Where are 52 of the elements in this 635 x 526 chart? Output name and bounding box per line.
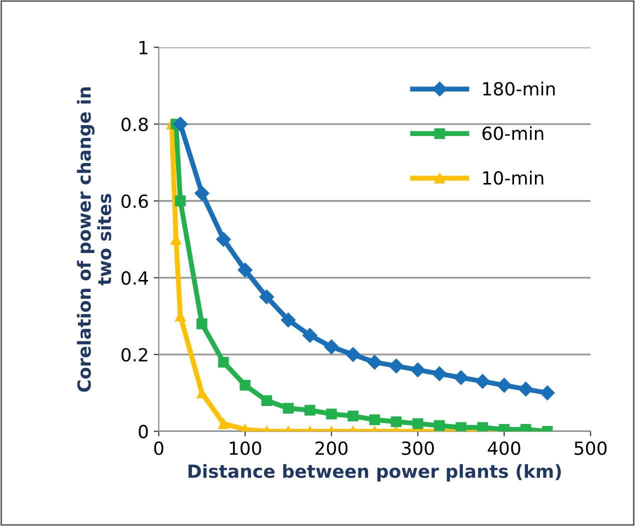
point — [388, 358, 404, 374]
point — [238, 262, 253, 278]
point — [456, 422, 466, 432]
point — [280, 312, 296, 328]
point — [304, 404, 316, 416]
point — [282, 402, 294, 414]
point — [412, 418, 424, 430]
y-tick-label: 0.8 — [122, 118, 148, 132]
x-tick-label: 0 — [154, 441, 164, 456]
point — [477, 422, 488, 432]
y-tick-label: 0.4 — [122, 271, 148, 285]
point — [348, 410, 358, 422]
point — [218, 356, 229, 368]
point — [346, 347, 360, 362]
point — [196, 388, 208, 398]
point — [369, 414, 380, 426]
legend-label: 10-min — [483, 170, 544, 185]
point — [367, 354, 382, 370]
y-tick-label: 0.6 — [122, 194, 148, 208]
x-tick-label: 200 — [316, 441, 348, 456]
y-tick-label: 0 — [138, 424, 148, 438]
x-tick-label: 300 — [402, 441, 434, 456]
point — [475, 374, 490, 389]
point — [216, 232, 231, 247]
x-tick-label: 100 — [230, 441, 262, 456]
point — [410, 362, 426, 378]
point — [496, 378, 512, 393]
point — [432, 366, 447, 382]
x-axis-title: Distance between power plants (km) — [188, 464, 561, 482]
point — [540, 386, 555, 400]
point — [324, 339, 339, 354]
x-tick-label: 500 — [574, 441, 607, 456]
point — [326, 408, 337, 420]
point — [518, 382, 534, 396]
point — [174, 196, 186, 206]
y-axis-title: Corelation of power change in two sites — [76, 87, 112, 392]
point — [454, 370, 468, 385]
point — [259, 290, 274, 304]
point — [240, 380, 250, 391]
point — [172, 116, 188, 132]
legend-label: 180-min — [483, 82, 555, 96]
point — [302, 328, 318, 343]
x-tick-label: 400 — [488, 441, 520, 456]
point — [218, 418, 229, 430]
point — [196, 318, 208, 330]
y-tick-label: 1 — [140, 41, 148, 54]
point — [194, 186, 210, 201]
point — [261, 395, 272, 406]
legend-label: 60-min — [482, 126, 544, 140]
point — [434, 420, 445, 431]
point — [390, 416, 402, 428]
y-tick-label: 0.2 — [122, 348, 148, 362]
